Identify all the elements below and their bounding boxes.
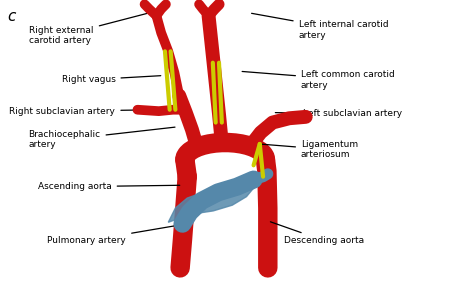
- Text: Right external
carotid artery: Right external carotid artery: [29, 13, 146, 45]
- Text: Descending aorta: Descending aorta: [271, 222, 365, 245]
- Polygon shape: [168, 184, 254, 222]
- Text: Ascending aorta: Ascending aorta: [38, 182, 180, 191]
- Text: Left common carotid
artery: Left common carotid artery: [242, 70, 395, 89]
- Text: Left internal carotid
artery: Left internal carotid artery: [252, 13, 388, 40]
- Text: Right subclavian artery: Right subclavian artery: [9, 107, 156, 116]
- Text: Left subclavian artery: Left subclavian artery: [275, 109, 402, 119]
- Text: Pulmonary artery: Pulmonary artery: [47, 224, 184, 245]
- Text: Ligamentum
arteriosum: Ligamentum arteriosum: [261, 140, 358, 159]
- Text: Right vagus: Right vagus: [62, 75, 161, 84]
- Text: c: c: [7, 9, 16, 24]
- Text: Brachiocephalic
artery: Brachiocephalic artery: [28, 127, 175, 149]
